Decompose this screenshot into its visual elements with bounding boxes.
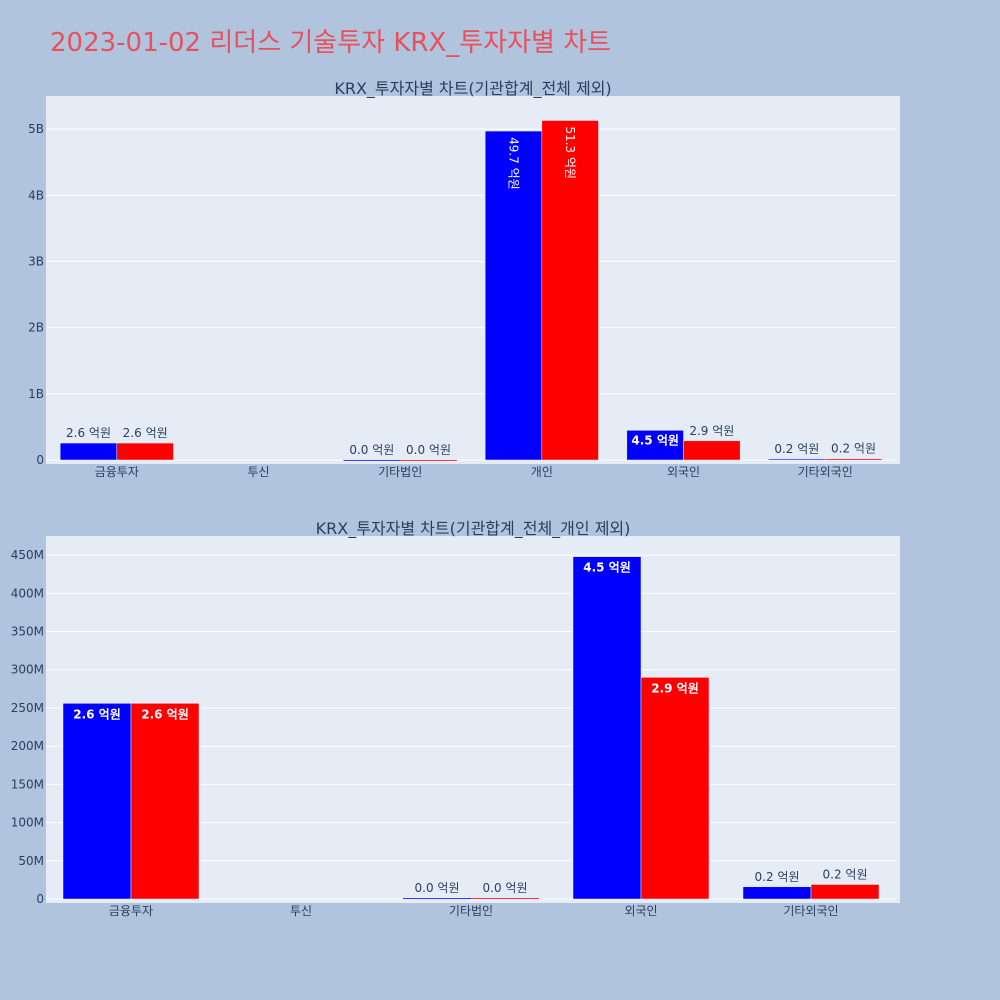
y-tick-label: 2B <box>28 321 44 335</box>
y-tick-label: 350M <box>11 625 44 639</box>
x-tick-label: 금융투자 <box>109 904 153 918</box>
data-label: 0.2 억원 <box>823 867 868 881</box>
y-tick-label: 0 <box>36 453 44 467</box>
data-label: 0.2 억원 <box>831 442 876 456</box>
bar <box>683 440 741 461</box>
bar <box>62 703 132 900</box>
data-label: 2.6 억원 <box>66 426 111 440</box>
bar <box>541 120 599 461</box>
x-tick-label: 개인 <box>531 465 553 479</box>
x-tick-label: 기타외국인 <box>783 904 838 918</box>
bar <box>484 130 543 461</box>
plot-area <box>46 96 900 464</box>
chart-title: KRX_투자자별 차트(기관합계_전체_개인 제외) <box>316 519 631 539</box>
y-tick-label: 4B <box>28 188 44 202</box>
y-tick-label: 1B <box>28 387 44 401</box>
y-tick-label: 5B <box>28 122 44 136</box>
data-label: 2.6 억원 <box>123 426 168 440</box>
bar <box>116 442 174 461</box>
y-tick-label: 450M <box>11 548 44 562</box>
data-label: 0.0 억원 <box>406 443 451 457</box>
x-tick-label: 기타법인 <box>378 465 422 479</box>
data-label: 49.7 억원 <box>507 137 521 190</box>
bar <box>130 703 200 900</box>
data-label: 4.5 억원 <box>631 433 679 447</box>
y-tick-label: 300M <box>11 663 44 677</box>
x-tick-label: 투신 <box>247 465 269 479</box>
data-label: 0.0 억원 <box>349 443 394 457</box>
x-tick-label: 기타외국인 <box>798 465 853 479</box>
data-label: 0.2 억원 <box>774 442 819 456</box>
y-tick-label: 150M <box>11 777 44 791</box>
y-tick-label: 400M <box>11 586 44 600</box>
bar <box>640 677 710 900</box>
bar <box>810 884 880 900</box>
chart-title: KRX_투자자별 차트(기관합계_전체 제외) <box>334 79 611 99</box>
data-label: 51.3 억원 <box>563 126 577 179</box>
bar <box>572 556 642 900</box>
bar <box>400 459 457 461</box>
bar <box>343 459 401 461</box>
y-tick-label: 200M <box>11 739 44 753</box>
y-tick-label: 3B <box>28 254 44 268</box>
x-tick-label: 외국인 <box>667 465 700 479</box>
bar <box>403 898 471 900</box>
y-tick-label: 100M <box>11 816 44 830</box>
data-label: 2.9 억원 <box>689 424 734 438</box>
data-label: 0.2 억원 <box>755 870 800 884</box>
bar <box>471 898 539 900</box>
bar <box>824 458 883 461</box>
page-title: 2023-01-02 리더스 기술투자 KRX_투자자별 차트 <box>50 28 612 58</box>
x-tick-label: 금융투자 <box>95 465 139 479</box>
data-label: 2.9 억원 <box>651 681 699 695</box>
x-tick-label: 기타법인 <box>449 904 493 918</box>
y-tick-label: 250M <box>11 701 44 715</box>
x-tick-label: 투신 <box>290 904 312 918</box>
data-label: 4.5 억원 <box>583 561 631 575</box>
data-label: 0.0 억원 <box>483 881 528 895</box>
data-label: 2.6 억원 <box>141 707 189 721</box>
data-label: 2.6 억원 <box>73 707 121 721</box>
chart-top: 0 1B 2B 3B 4B 5B KRX_투자자별 차트(기관합계_전체 제외) 금융투자 2.… <box>28 79 900 479</box>
y-tick-label: 0 <box>36 892 44 906</box>
bar <box>626 430 684 461</box>
x-tick-label: 외국인 <box>624 904 657 918</box>
bar <box>742 886 812 900</box>
data-label: 0.0 억원 <box>415 881 460 895</box>
y-tick-label: 50M <box>18 854 44 868</box>
